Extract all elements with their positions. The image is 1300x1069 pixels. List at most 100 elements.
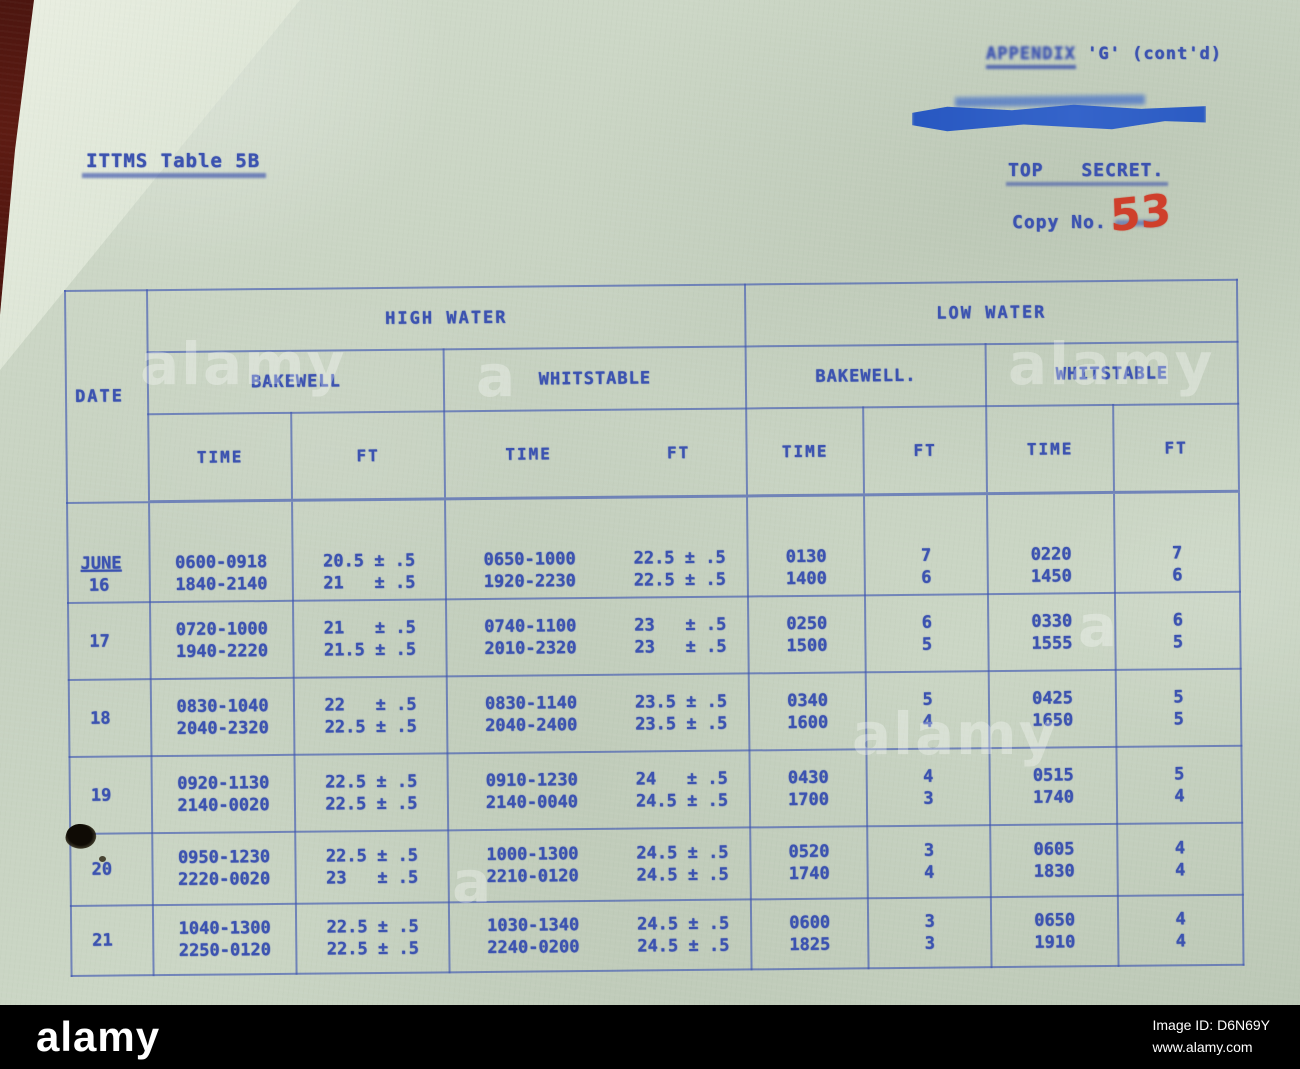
- tide-cell-line: 0515: [1032, 764, 1074, 786]
- tide-cell-line: 22.5 ± .5: [325, 845, 419, 867]
- tide-cell: 22.5 ± .5 23 ± .5: [295, 830, 449, 904]
- tide-cell-line: 22.5 ± .5: [326, 938, 419, 960]
- tide-cell: 0250 1500: [748, 595, 866, 674]
- tide-cell: 22 ± .5 22.5 ± .5: [293, 676, 448, 755]
- tide-cell-line: 22 ± .5: [324, 694, 417, 716]
- tide-cell: 0720-1000 1940-2220: [150, 600, 294, 680]
- tide-cell: 0920-1130 2140-0020: [151, 754, 296, 834]
- tide-cell: 24 ± .5 24.5 ± .5: [614, 750, 751, 829]
- tide-cell-line: 2250-0120: [178, 940, 272, 961]
- redaction-smear: [954, 94, 1146, 108]
- date-value: 16: [88, 575, 110, 596]
- appendix-smudged-word: APPENDIX: [986, 44, 1076, 69]
- tide-cell-line: 2010-2320: [484, 637, 577, 659]
- tide-cell-line: 0425: [1031, 687, 1074, 709]
- tide-cell-line: 1555: [1031, 632, 1073, 654]
- tide-table: DATE HIGH WATER LOW WATER BAKEWELL WHITS…: [64, 279, 1245, 977]
- tide-cell: 20.5 ± .5 21 ± .5: [292, 498, 446, 601]
- tide-cell-line: 3: [923, 788, 934, 809]
- watermark-footer: alamy Image ID: D6N69Y www.alamy.com: [0, 1005, 1300, 1069]
- tide-cell: 23 ± .5 23 ± .5: [612, 596, 749, 675]
- table-row: 17 0720-1000 1940-2220 21 ± .5 21.5 ± .5 0740…: [68, 591, 1241, 680]
- copy-number-value: 53: [1109, 184, 1172, 243]
- tide-cell-line: 1030-1340: [486, 915, 580, 936]
- tide-cell-line: 2220-0020: [178, 869, 271, 890]
- tide-cell: 0910-1230 2140-0040: [447, 751, 616, 831]
- hw-bakewell-time-header: TIME: [148, 412, 293, 502]
- tide-cell-line: 1740: [788, 863, 830, 885]
- tide-cell-line: 1040-1300: [178, 918, 271, 939]
- tide-cell-line: 1500: [786, 635, 828, 656]
- date-cell: 19: [69, 756, 153, 834]
- tide-cell: 0605 1830: [990, 823, 1118, 898]
- tide-table-body: JUNE 16 0600-0918 1840-2140 20.5 ± .5 21 ± .5…: [67, 491, 1244, 976]
- tide-cell-line: 0950-1230: [177, 847, 271, 868]
- tide-cell-line: 23 ± .5: [634, 636, 727, 658]
- tide-cell-line: 0740-1100: [484, 615, 577, 637]
- image-id-line: Image ID: D6N69Y: [1152, 1015, 1270, 1037]
- tide-cell-line: 3: [924, 933, 936, 954]
- tide-cell-line: 5: [921, 634, 933, 655]
- lw-bakewell-header: BAKEWELL.: [745, 344, 987, 409]
- tide-cell-line: 4: [922, 711, 933, 732]
- tide-cell-line: 22.5 ± .5: [633, 547, 726, 569]
- tide-cell: 0740-1100 2010-2320: [445, 597, 614, 677]
- tide-cell-line: 4: [1175, 931, 1187, 952]
- hw-whitstable-header: WHITSTABLE: [443, 346, 747, 412]
- high-water-header: HIGH WATER: [147, 284, 746, 353]
- tide-cell-line: 4: [923, 862, 935, 883]
- tide-cell-line: 24.5 ± .5: [636, 842, 729, 864]
- tide-cell-line: 7: [920, 545, 932, 566]
- table-reference: ITTMS Table 5B: [86, 150, 261, 172]
- hw-whitstable-time-header: TIME: [444, 409, 613, 499]
- struck-out-text: [1114, 220, 1161, 226]
- date-value: 19: [90, 785, 112, 806]
- tide-cell: 0650 1910: [990, 895, 1119, 968]
- tide-cell-line: 24.5 ± .5: [636, 864, 729, 886]
- tide-cell-line: 22.5 ± .5: [325, 771, 418, 793]
- date-cell: 18: [68, 679, 152, 757]
- tide-cell: 0950-1230 2220-0020: [152, 831, 296, 906]
- tide-cell-line: 0720-1000: [175, 618, 268, 640]
- tide-cell-line: 0830-1140: [484, 692, 578, 714]
- tide-cell: 0600 1825: [750, 898, 869, 970]
- tide-cell-line: 0650-1000: [483, 549, 576, 570]
- date-column-header: DATE: [65, 290, 150, 503]
- tide-cell-line: 24.5 ± .5: [637, 935, 730, 957]
- tide-cell-line: 6: [1172, 565, 1183, 586]
- copy-number-label: Copy No.: [1012, 212, 1107, 233]
- lw-bakewell-ft-header: FT: [863, 406, 988, 495]
- tide-cell-line: 5: [1173, 686, 1184, 707]
- appendix-heading: APPENDIX 'G' (cont'd): [986, 44, 1222, 69]
- tide-cell-line: 0830-1040: [176, 695, 269, 717]
- lw-whitstable-ft-header: FT: [1113, 403, 1240, 493]
- tide-cell-line: 2240-0200: [487, 937, 580, 958]
- tide-cell-line: 22.5 ± .5: [633, 569, 726, 591]
- tide-cell-line: 24 ± .5: [635, 768, 728, 790]
- tide-cell: 0340 1600: [748, 672, 867, 751]
- tide-cell-line: 2140-0040: [485, 791, 579, 813]
- table-row: 20 0950-1230 2220-0020 22.5 ± .5 23 ± .5 1000…: [70, 822, 1243, 906]
- tide-cell-line: 1700: [787, 789, 830, 810]
- tide-cell-line: 1830: [1033, 861, 1075, 882]
- tide-cell-line: 21.5 ± .5: [323, 639, 417, 661]
- tide-cell-line: 5: [1174, 763, 1185, 784]
- tide-cell-line: 1450: [1030, 566, 1072, 587]
- tide-cell-line: 1000-1300: [486, 844, 579, 865]
- tide-cell-line: 1740: [1032, 786, 1075, 808]
- tide-cell-line: 23.5 ± .5: [634, 691, 728, 713]
- tide-cell-line: 0430: [787, 767, 829, 788]
- alamy-url: www.alamy.com: [1152, 1039, 1253, 1055]
- tide-cell-line: 0520: [788, 841, 830, 863]
- tide-cell-line: 0130: [785, 546, 827, 568]
- tide-cell-line: 0650: [1034, 910, 1076, 931]
- hw-bakewell-ft-header: FT: [291, 411, 446, 501]
